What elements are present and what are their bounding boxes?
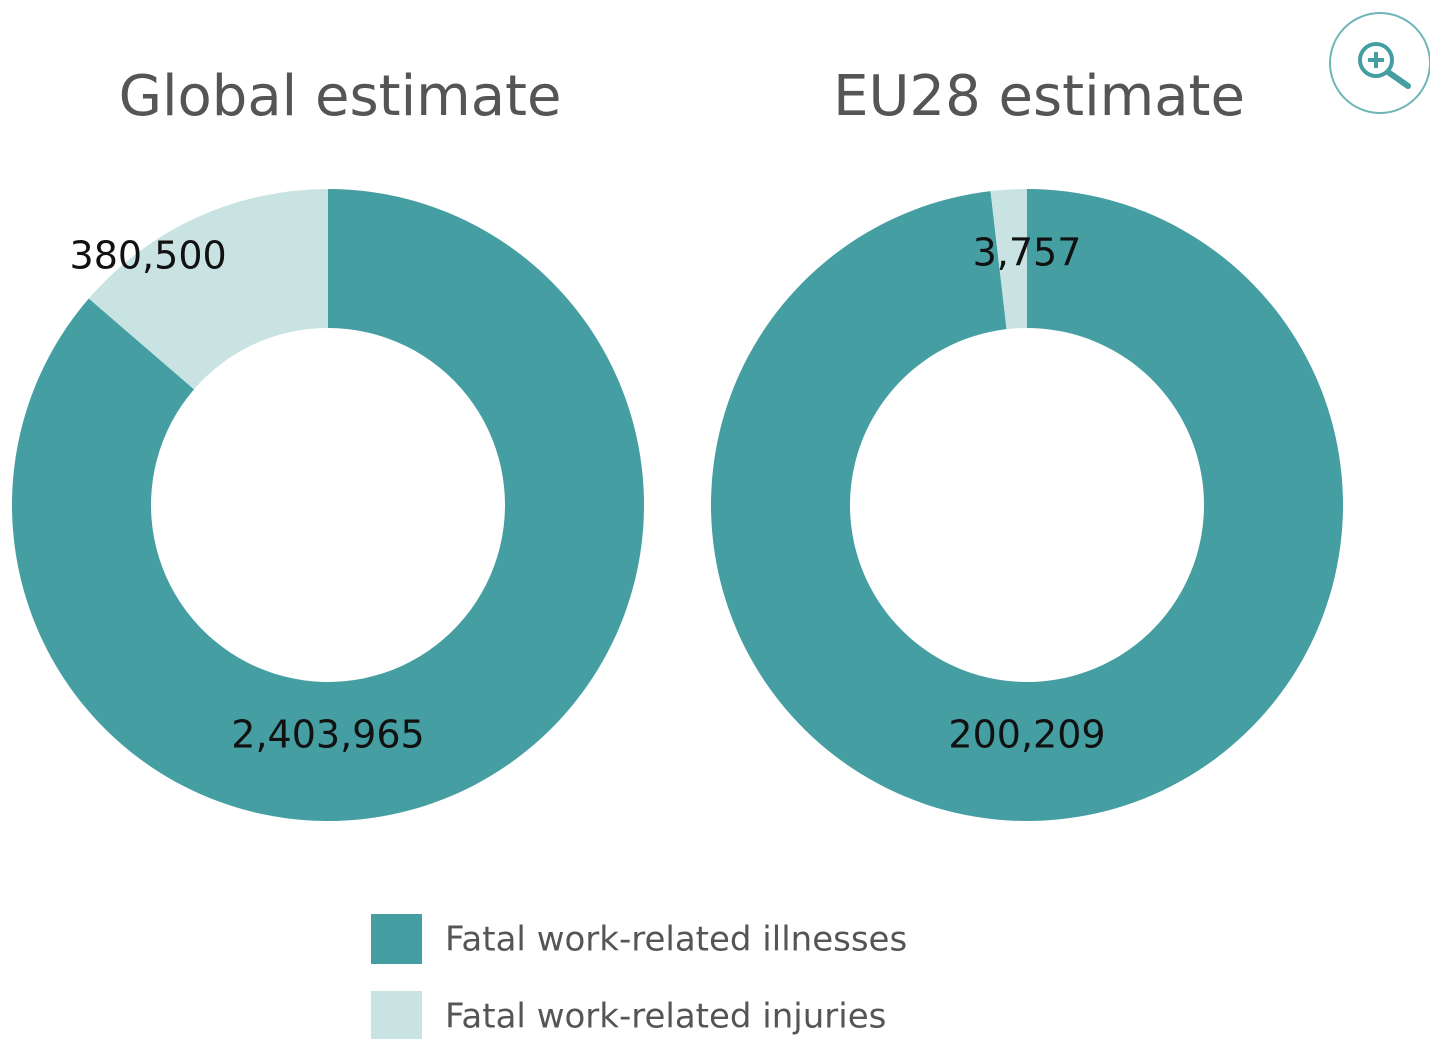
zoom-circle[interactable] [1329, 12, 1430, 114]
zoom-lens[interactable] [1358, 42, 1394, 78]
zoom-button[interactable] [1329, 12, 1430, 114]
value-label: 3,757 [973, 231, 1082, 275]
legend-label: Fatal work-related illnesses [445, 920, 907, 960]
chart-title: EU28 estimate [833, 64, 1245, 129]
zoom-handle[interactable] [1385, 69, 1411, 89]
legend-swatch [371, 991, 422, 1039]
chart-title: Global estimate [119, 64, 562, 129]
value-label: 2,403,965 [231, 713, 424, 757]
donut-slice [12, 189, 644, 821]
legend-label: Fatal work-related injuries [445, 997, 886, 1037]
donut-slice [990, 189, 1027, 330]
donut-slice [711, 189, 1343, 821]
value-label: 200,209 [948, 713, 1105, 757]
donut-slice [88, 189, 329, 390]
legend-swatch [371, 914, 422, 964]
value-label: 380,500 [70, 234, 227, 278]
